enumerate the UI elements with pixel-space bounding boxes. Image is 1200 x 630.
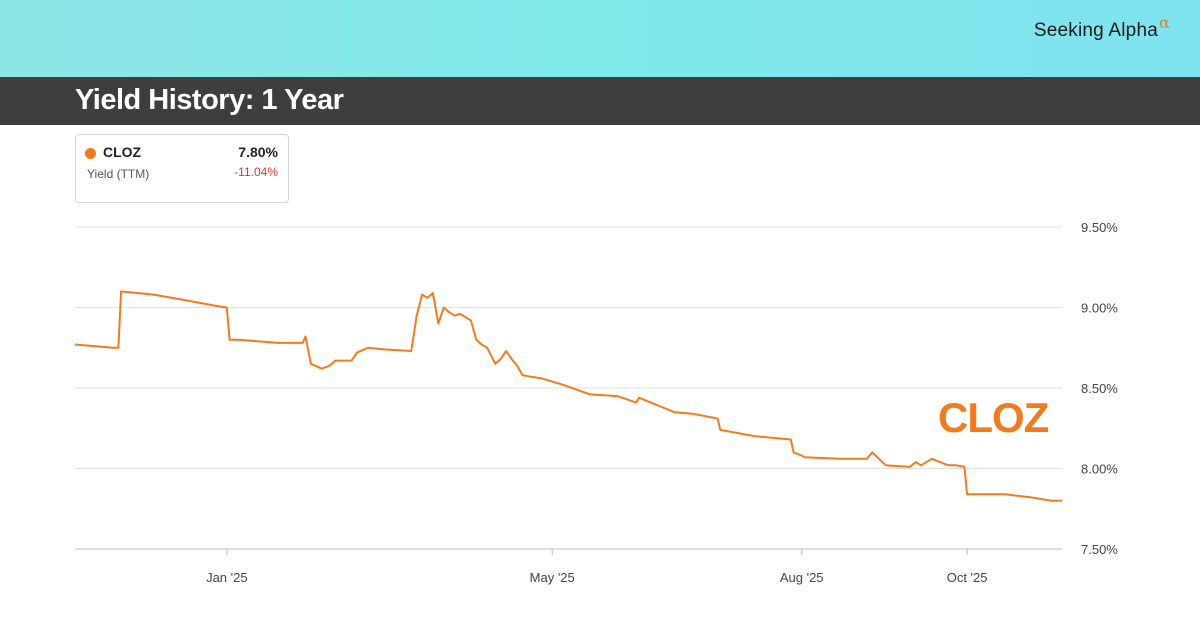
title-band [0,77,1200,125]
legend-label: Yield (TTM) [87,167,150,181]
x-tick-label: May '25 [530,570,575,585]
legend-ticker: CLOZ [103,144,142,160]
ticker-overlay-label: CLOZ [938,394,1049,441]
y-tick-label: 8.50% [1081,381,1118,396]
brand-name: Seeking Alpha [1033,20,1158,41]
x-tick-label: Oct '25 [947,570,988,585]
legend-box: CLOZ 7.80% Yield (TTM) -11.04% [75,134,289,203]
legend-value: 7.80% [238,144,278,160]
header-banner [0,0,1200,77]
alpha-icon: α [1158,13,1170,32]
y-tick-label: 7.50% [1081,542,1118,557]
chart-area [42,125,1200,630]
y-tick-label: 9.00% [1081,301,1118,316]
y-tick-label: 8.00% [1081,462,1118,477]
legend-change: -11.04% [234,165,278,179]
y-tick-label: 9.50% [1081,220,1118,235]
series-line-cloz [74,290,1062,502]
series-dot-icon [85,148,96,159]
brand-logo: Seeking Alphaα [1033,13,1170,42]
page-title: Yield History: 1 Year [75,84,344,116]
x-tick-label: Jan '25 [206,570,248,585]
x-tick-label: Aug '25 [780,570,824,585]
